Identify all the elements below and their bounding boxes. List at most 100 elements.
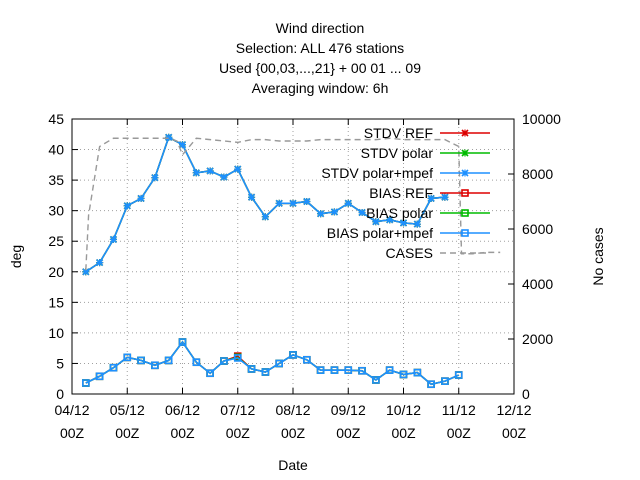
x-tick-label-date: 10/12	[386, 402, 421, 418]
data-point	[399, 219, 408, 227]
legend-label: BIAS polar+mpef	[327, 225, 433, 241]
x-tick-label-hour: 00Z	[115, 425, 140, 441]
data-point	[137, 356, 145, 365]
legend-marker	[461, 189, 469, 197]
data-point	[137, 194, 145, 203]
legend-marker	[461, 169, 469, 177]
data-point	[95, 372, 104, 381]
legend-marker	[461, 129, 469, 137]
data-point	[151, 174, 159, 182]
chart-title-line-2: Selection: ALL 476 stations	[235, 40, 405, 56]
data-point	[344, 366, 353, 374]
data-point	[427, 380, 435, 389]
legend-item: BIAS REF	[369, 185, 490, 201]
data-point	[261, 368, 270, 376]
x-tick-label-hour: 00Z	[391, 425, 416, 441]
data-point	[206, 369, 214, 378]
legend-item: STDV REF	[364, 125, 490, 141]
data-point	[303, 197, 311, 206]
data-point	[289, 351, 297, 359]
legend: STDV REF STDV polar STDV polar+mpef BIAS RE…	[321, 125, 490, 261]
y-tick-label: 45	[48, 111, 64, 127]
x-tick-label-hour: 00Z	[60, 425, 85, 441]
x-tick-label-hour: 00Z	[226, 425, 251, 441]
y-tick-label: 20	[48, 264, 64, 280]
x-tick-label-date: 04/12	[54, 402, 89, 418]
y2-tick-label: 6000	[522, 221, 553, 237]
series-stdv-polar-mpef	[82, 133, 449, 276]
series-cases	[85, 137, 501, 271]
x-tick-label-date: 06/12	[165, 402, 200, 418]
x-tick-label-date: 07/12	[220, 402, 255, 418]
x-tick-label-hour: 00Z	[336, 425, 361, 441]
x-axis-label: Date	[278, 457, 308, 473]
data-point	[123, 202, 131, 210]
x-tick-label-hour: 00Z	[281, 425, 306, 441]
data-point	[303, 355, 311, 364]
data-point	[96, 259, 104, 267]
y-tick-label: 15	[48, 294, 64, 310]
data-point	[399, 370, 408, 379]
x-tick-label-date: 11/12	[442, 402, 476, 418]
legend-item: BIAS polar	[366, 205, 490, 221]
y-tick-label: 0	[56, 386, 64, 402]
y2-tick-label: 2000	[522, 331, 553, 347]
data-point	[178, 141, 187, 149]
chart-title-line-4: Averaging window: 6h	[251, 80, 389, 96]
data-point	[247, 365, 256, 373]
data-point	[178, 338, 187, 346]
plot-border	[71, 118, 515, 395]
data-point	[358, 208, 366, 217]
legend-marker	[461, 229, 469, 237]
data-point	[164, 356, 173, 365]
data-point	[372, 376, 380, 384]
data-point	[427, 194, 435, 203]
data-point	[289, 199, 297, 207]
legend-item: STDV polar+mpef	[321, 165, 490, 181]
series-layer	[82, 133, 501, 389]
legend-item: CASES	[386, 245, 490, 261]
x-tick-label-date: 08/12	[275, 402, 310, 418]
data-point	[234, 165, 242, 173]
data-point	[233, 354, 242, 362]
legend-label: STDV polar+mpef	[321, 165, 433, 181]
grid	[72, 119, 514, 394]
data-point	[413, 220, 421, 228]
data-point	[372, 218, 380, 226]
data-point	[206, 167, 214, 175]
y-tick-label: 10	[48, 325, 64, 341]
data-point	[247, 193, 256, 201]
y2-axis-label: No cases	[590, 227, 606, 285]
y2-tick-label: 10000	[522, 111, 561, 127]
data-point	[385, 366, 394, 374]
x-tick-label-hour: 00Z	[447, 425, 472, 441]
y-tick-label: 35	[48, 172, 64, 188]
y-tick-label: 30	[48, 203, 64, 219]
series-bias-polar-mpef	[82, 338, 463, 389]
data-point	[261, 213, 269, 221]
data-point	[220, 173, 228, 181]
data-point	[82, 379, 90, 387]
data-point	[123, 353, 132, 362]
data-point	[413, 368, 422, 377]
x-tick-label-date: 09/12	[331, 402, 366, 418]
data-point	[109, 235, 118, 243]
data-point	[454, 371, 463, 379]
data-point	[192, 358, 201, 367]
y-tick-label: 40	[48, 142, 64, 158]
y2-tick-label: 8000	[522, 166, 553, 182]
x-tick-label-date: 05/12	[110, 402, 145, 418]
legend-label: STDV REF	[364, 125, 433, 141]
x-tick-label-hour: 00Z	[170, 425, 195, 441]
legend-label: BIAS polar	[366, 205, 433, 221]
axis-ticks: 0 5 10 15 20 25 30 35 40 45 0 2000 4000 6000 8000 10000…	[48, 111, 561, 441]
series-line	[85, 340, 460, 386]
legend-label: CASES	[386, 245, 433, 261]
x-tick-label-date: 12/12	[496, 402, 531, 418]
data-point	[441, 377, 449, 385]
legend-item: BIAS polar+mpef	[327, 225, 490, 241]
y-tick-label: 25	[48, 233, 64, 249]
data-point	[275, 199, 283, 207]
y2-tick-label: 4000	[522, 276, 553, 292]
